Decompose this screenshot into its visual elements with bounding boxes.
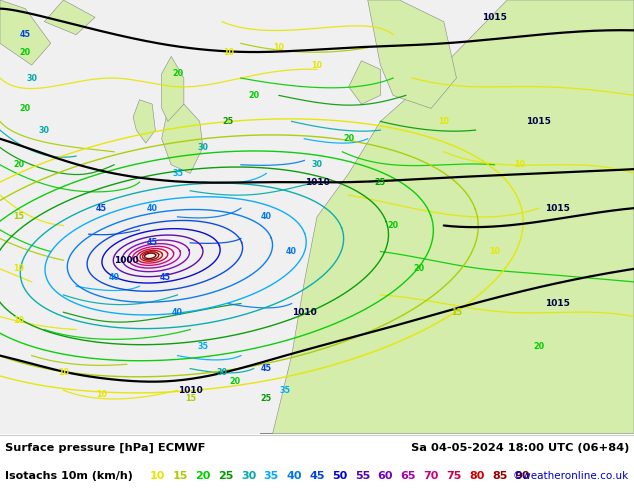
Polygon shape xyxy=(44,0,95,35)
Text: 20: 20 xyxy=(20,104,31,113)
Polygon shape xyxy=(0,0,51,65)
Text: 40: 40 xyxy=(172,308,183,317)
Text: 60: 60 xyxy=(378,471,393,482)
Text: 1015: 1015 xyxy=(545,299,571,308)
Text: 1010: 1010 xyxy=(178,386,203,395)
Text: 10: 10 xyxy=(223,48,234,56)
Text: 35: 35 xyxy=(264,471,279,482)
Text: 30: 30 xyxy=(26,74,37,82)
Text: 10: 10 xyxy=(273,43,285,52)
Text: 20: 20 xyxy=(20,48,31,56)
Polygon shape xyxy=(349,61,380,104)
Text: 1010: 1010 xyxy=(304,178,330,187)
Text: ©weatheronline.co.uk: ©weatheronline.co.uk xyxy=(513,471,629,482)
Polygon shape xyxy=(162,104,203,173)
Polygon shape xyxy=(368,0,456,108)
Polygon shape xyxy=(133,100,155,143)
Text: Isotachs 10m (km/h): Isotachs 10m (km/h) xyxy=(5,471,141,482)
Text: 1015: 1015 xyxy=(526,117,552,126)
Text: 30: 30 xyxy=(241,471,256,482)
Text: 1015: 1015 xyxy=(482,13,507,22)
Text: 35: 35 xyxy=(197,343,209,351)
Text: 10: 10 xyxy=(489,247,500,256)
Text: 40: 40 xyxy=(146,204,158,213)
Text: 45: 45 xyxy=(159,273,171,282)
Text: 75: 75 xyxy=(446,471,462,482)
Text: Sa 04-05-2024 18:00 UTC (06+84): Sa 04-05-2024 18:00 UTC (06+84) xyxy=(411,443,629,453)
Text: 25: 25 xyxy=(375,178,386,187)
Text: 15: 15 xyxy=(184,394,196,403)
Text: 10: 10 xyxy=(13,265,25,273)
Text: Surface pressure [hPa] ECMWF: Surface pressure [hPa] ECMWF xyxy=(5,443,205,453)
Text: 1010: 1010 xyxy=(292,308,317,317)
Text: 45: 45 xyxy=(309,471,325,482)
Text: 30: 30 xyxy=(311,160,323,169)
Text: 30: 30 xyxy=(216,368,228,377)
Text: 10: 10 xyxy=(96,390,107,399)
Text: 90: 90 xyxy=(515,471,530,482)
Polygon shape xyxy=(162,56,184,122)
Text: 10: 10 xyxy=(514,160,526,169)
Text: 20: 20 xyxy=(387,221,399,230)
Text: 1015: 1015 xyxy=(545,204,571,213)
Text: 70: 70 xyxy=(424,471,439,482)
Text: 20: 20 xyxy=(13,160,25,169)
Text: 40: 40 xyxy=(261,212,272,221)
Text: 80: 80 xyxy=(469,471,484,482)
Text: 15: 15 xyxy=(13,212,25,221)
Text: 40: 40 xyxy=(287,471,302,482)
Text: 20: 20 xyxy=(172,69,183,78)
Text: 55: 55 xyxy=(355,471,370,482)
Text: 20: 20 xyxy=(343,134,354,143)
Text: 25: 25 xyxy=(223,117,234,126)
Text: 15: 15 xyxy=(451,308,462,317)
Text: 20: 20 xyxy=(248,91,259,100)
Text: 85: 85 xyxy=(492,471,507,482)
Text: 45: 45 xyxy=(96,204,107,213)
Text: 15: 15 xyxy=(172,471,188,482)
Text: 25: 25 xyxy=(261,394,272,403)
Text: 20: 20 xyxy=(195,471,210,482)
Text: 50: 50 xyxy=(332,471,347,482)
Text: 10: 10 xyxy=(311,61,323,70)
Text: 20: 20 xyxy=(533,343,545,351)
Text: 30: 30 xyxy=(39,125,50,135)
Text: 25: 25 xyxy=(218,471,233,482)
Text: 10: 10 xyxy=(13,317,25,325)
Text: 30: 30 xyxy=(197,143,209,152)
Text: 20: 20 xyxy=(413,265,424,273)
Text: 10: 10 xyxy=(58,368,69,377)
Text: 65: 65 xyxy=(401,471,416,482)
Text: 35: 35 xyxy=(280,386,291,395)
Polygon shape xyxy=(260,0,634,434)
Text: 10: 10 xyxy=(150,471,165,482)
Text: 45: 45 xyxy=(20,30,31,39)
Text: 1000: 1000 xyxy=(115,256,139,265)
Text: 40: 40 xyxy=(286,247,297,256)
Text: 20: 20 xyxy=(229,377,240,386)
Text: 45: 45 xyxy=(146,238,158,247)
Text: 10: 10 xyxy=(438,117,450,126)
Text: 40: 40 xyxy=(108,273,120,282)
Text: 45: 45 xyxy=(261,364,272,373)
Text: 35: 35 xyxy=(172,169,183,178)
